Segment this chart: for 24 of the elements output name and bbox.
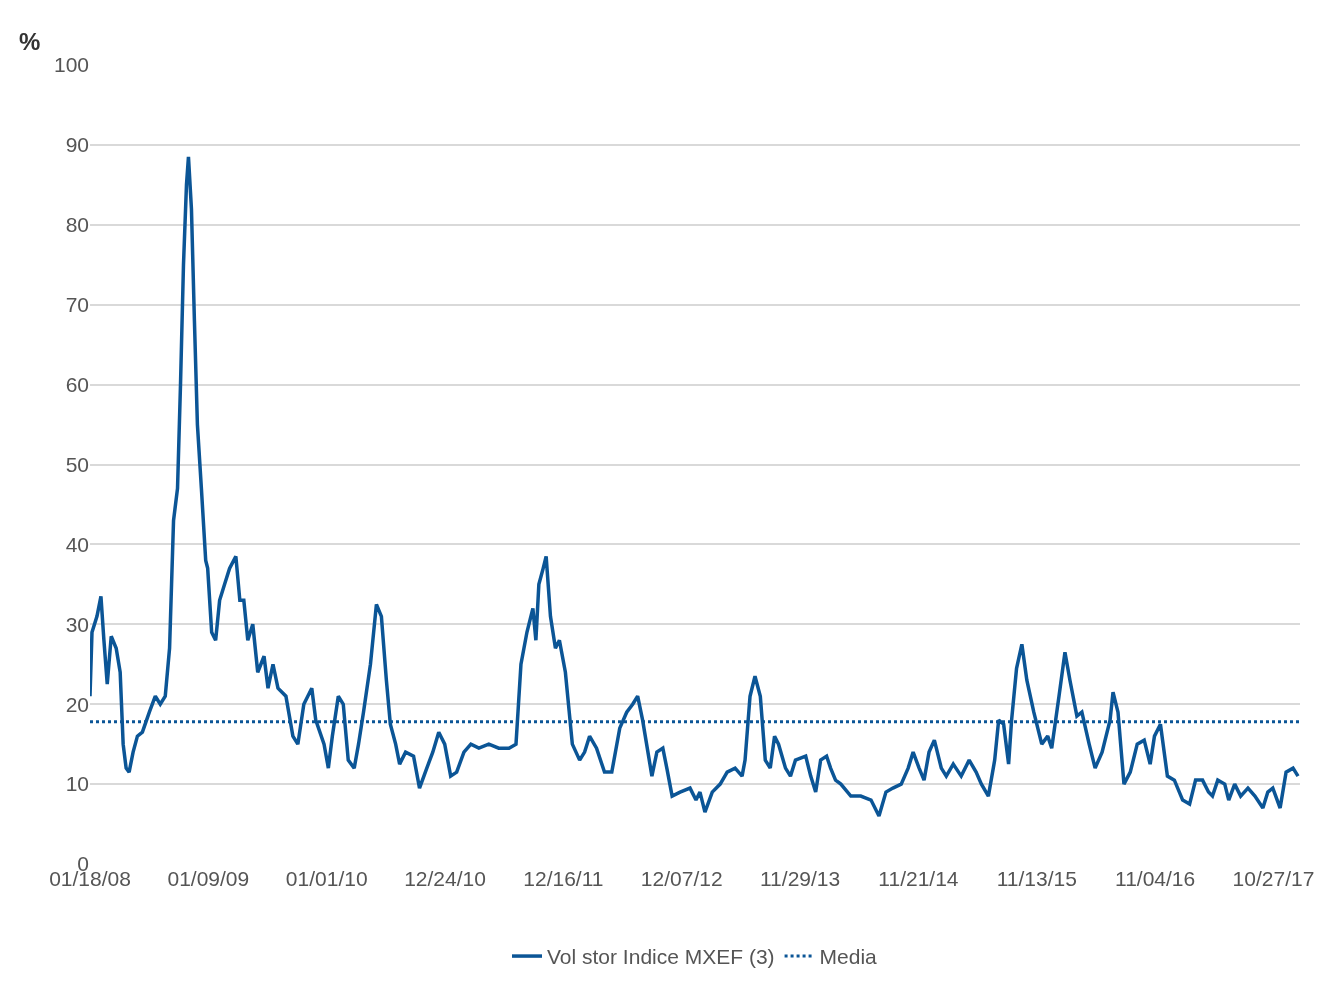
y-tick-label: 40 — [65, 532, 89, 556]
y-tick-label: 70 — [65, 293, 89, 317]
y-tick-label: 90 — [65, 133, 89, 157]
x-tick-label: 11/29/13 — [760, 867, 841, 890]
y-tick-label: 30 — [65, 612, 89, 636]
x-tick-label: 12/16/11 — [523, 867, 604, 890]
x-tick-label: 12/24/10 — [404, 867, 486, 890]
y-axis-title: % — [19, 28, 41, 55]
x-tick-label: 01/01/10 — [285, 867, 368, 890]
legend-label: Media — [819, 945, 878, 969]
line-series — [90, 155, 1300, 818]
y-tick-label: 60 — [65, 372, 89, 396]
y-tick-label: 20 — [65, 692, 89, 716]
x-tick-label: 11/21/14 — [878, 867, 959, 890]
x-tick-label: 10/27/17 — [1232, 867, 1315, 890]
y-tick-label: 50 — [65, 452, 89, 476]
y-tick-label: 10 — [65, 772, 89, 796]
x-tick-label: 11/04/16 — [1115, 867, 1196, 890]
y-tick-label: 100 — [53, 53, 89, 77]
x-tick-label: 12/07/12 — [640, 867, 723, 890]
x-tick-label: 11/13/15 — [996, 867, 1077, 890]
y-tick-label: 80 — [65, 213, 89, 237]
x-tick-label: 01/09/09 — [167, 867, 250, 890]
legend-label: Vol stor Indice MXEF (3) — [547, 945, 775, 969]
